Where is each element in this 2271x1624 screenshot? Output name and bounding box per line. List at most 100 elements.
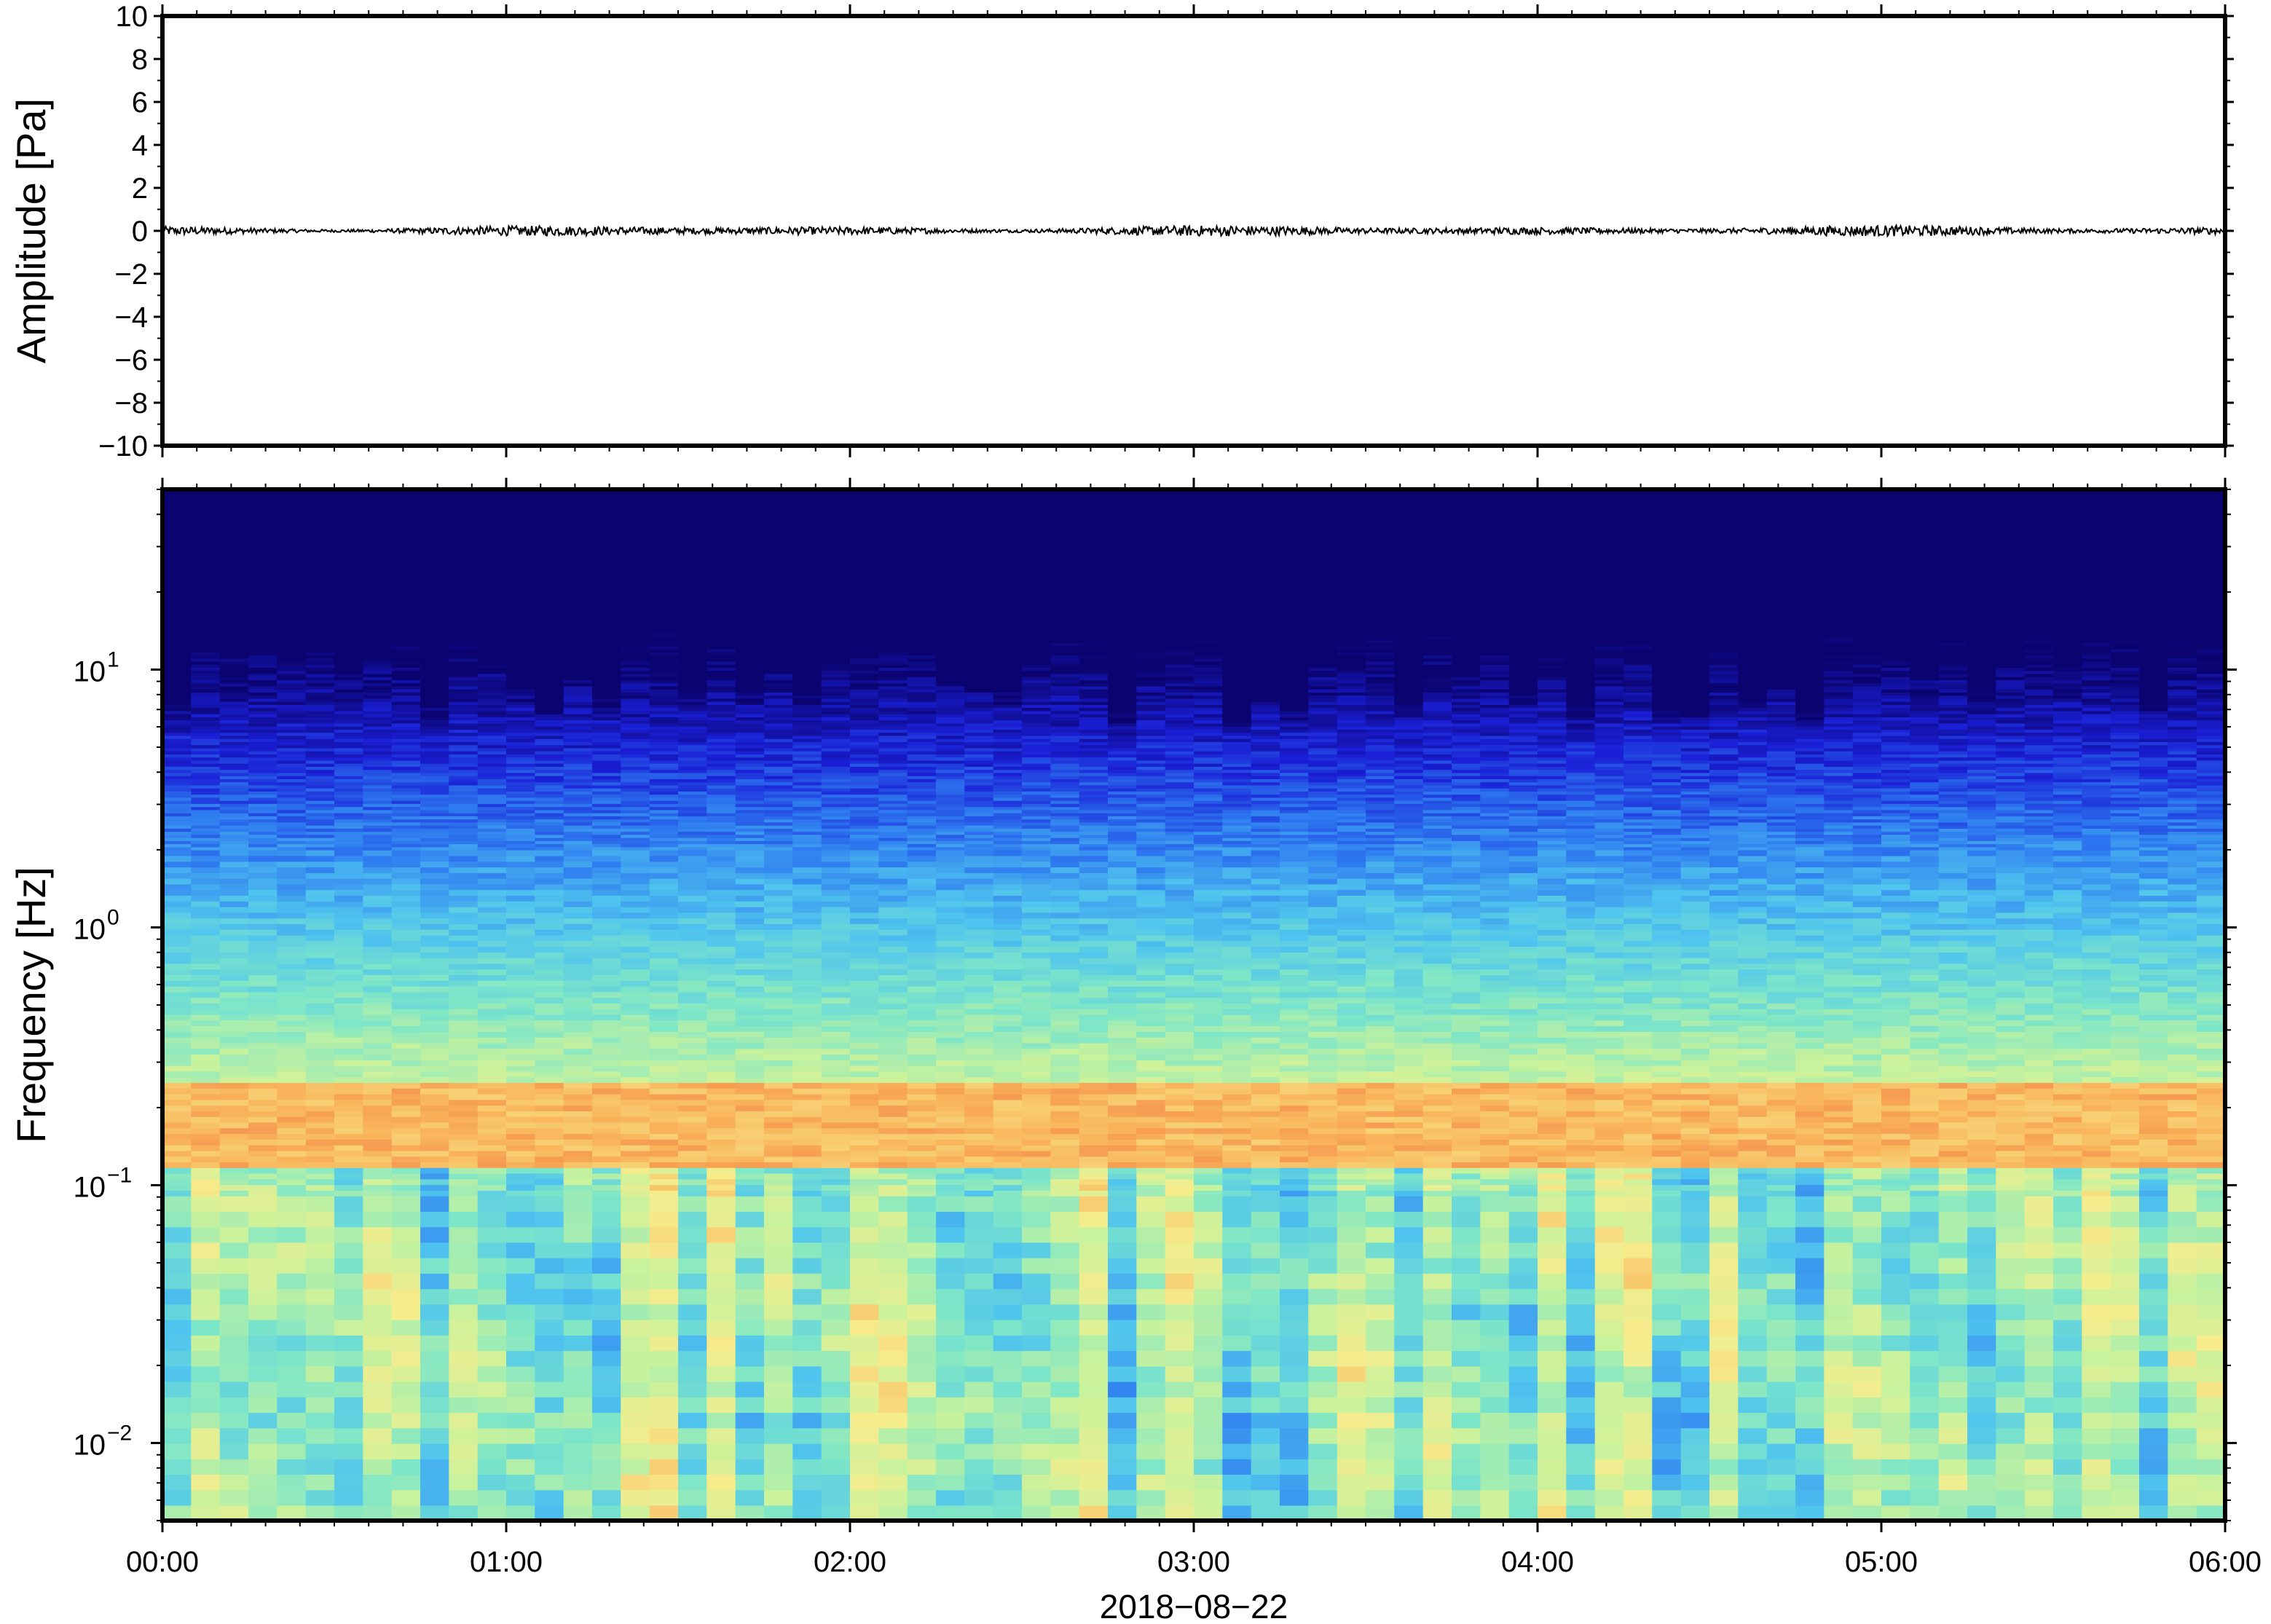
spectrogram-cell [735,840,765,845]
spectrogram-cell [334,735,364,739]
spectrogram-cell [449,620,479,625]
spectrogram-cell [363,528,393,532]
spectrogram-cell [219,615,249,618]
spectrogram-cell [277,605,307,610]
spectrogram-cell [334,772,364,776]
spectrogram-cell [334,1412,364,1429]
spectrogram-cell [621,574,650,578]
spectrogram-cell [277,667,307,671]
spectrogram-cell [449,630,479,634]
spectrogram-cell [592,952,622,958]
spectrogram-cell [334,1505,364,1521]
spectrogram-cell [735,639,765,643]
spectrogram-cell [420,543,450,548]
spectrogram-cell [334,901,364,907]
spectrogram-cell [735,692,765,696]
spectrogram-cell [506,519,536,523]
spectrogram-cell [735,1031,765,1038]
spectrogram-cell [162,701,192,705]
spectrogram-cell [535,578,564,582]
spectrogram-cell [563,512,593,516]
spectrogram-cell [391,980,421,987]
spectrogram-cell [162,599,192,603]
spectrogram-cell [219,571,249,575]
spectrogram-cell [621,1474,650,1491]
spectrogram-cell [563,1036,593,1044]
spectrogram-cell [792,1211,822,1228]
spectrogram-cell [563,824,593,829]
spectrogram-cell [477,1042,507,1049]
spectrogram-cell [563,528,593,532]
spectrogram-cell [191,695,221,699]
spectrogram-cell [248,806,278,811]
spectrogram-cell [792,901,822,907]
spectrogram-cell [449,578,479,582]
spectrogram-cell [449,531,479,535]
spectrogram-cell [162,760,192,764]
spectrogram-cell [735,923,765,930]
spectrogram-cell [792,636,822,640]
spectrogram-cell [305,757,335,761]
spectrogram-cell [477,794,507,798]
spectrogram-cell [563,1350,593,1367]
spectrogram-cell [248,918,278,924]
spectrogram-cell [506,1474,536,1491]
spectrogram-cell [535,695,564,699]
spectrogram-cell [219,652,249,655]
spectrogram-cell [162,509,192,513]
spectrogram-cell [391,1427,421,1444]
spectrogram-cell [477,679,507,684]
spectrogram-cell [649,1060,679,1066]
spectrogram-cell [363,590,393,594]
spectrogram-cell [248,934,278,942]
spectrogram-cell [477,701,507,705]
spectrogram-cell [678,556,708,560]
spectrogram-cell [391,1122,421,1129]
spectrogram-cell [506,934,536,942]
spectrogram-cell [792,809,822,813]
spectrogram-cell [506,722,536,727]
spectrogram-cell [707,682,736,687]
spectrogram-cell [592,760,622,764]
spectrogram-cell [792,586,822,591]
spectrogram-cell [363,952,393,958]
spectrogram-cell [850,1178,880,1186]
spectrogram-cell [363,1099,393,1106]
spectrogram-cell [792,618,822,622]
spectrogram-cell [363,1150,393,1157]
spectrogram-cell [219,816,249,820]
spectrogram-cell [764,794,794,798]
spectrogram-cell [592,689,622,693]
spectrogram-cell [162,652,192,655]
spectrogram-cell [420,583,450,588]
spectrogram-cell [821,1071,851,1078]
spectrogram-cell [707,673,736,677]
spectrogram-cell [850,1505,880,1521]
spectrogram-cell [391,843,421,848]
spectrogram-cell [764,620,794,625]
spectrogram-cell [477,580,507,585]
spectrogram-cell [277,1014,307,1021]
spectrogram-cell [821,506,851,511]
spectrogram-cell [535,571,564,575]
spectrogram-cell [506,812,536,816]
spectrogram-cell [162,803,192,808]
spectrogram-cell [649,1048,679,1055]
spectrogram-cell [219,772,249,776]
spectrogram-cell [191,549,221,553]
spectrogram-cell [191,741,221,746]
spectrogram-cell [477,574,507,578]
spectrogram-cell [334,791,364,795]
spectrogram-cell [649,664,679,668]
spectrogram-cell [363,580,393,585]
spectrogram-cell [248,1273,278,1290]
spectrogram-cell [821,741,851,746]
spectrogram-cell [391,1020,421,1027]
spectrogram-cell [420,1031,450,1038]
spectrogram-cell [162,583,192,588]
spectrogram-cell [248,1116,278,1123]
spectrogram-cell [248,1381,278,1398]
spectrogram-cell [191,1003,221,1009]
spectrogram-cell [420,670,450,674]
spectrogram-cell [678,1014,708,1021]
